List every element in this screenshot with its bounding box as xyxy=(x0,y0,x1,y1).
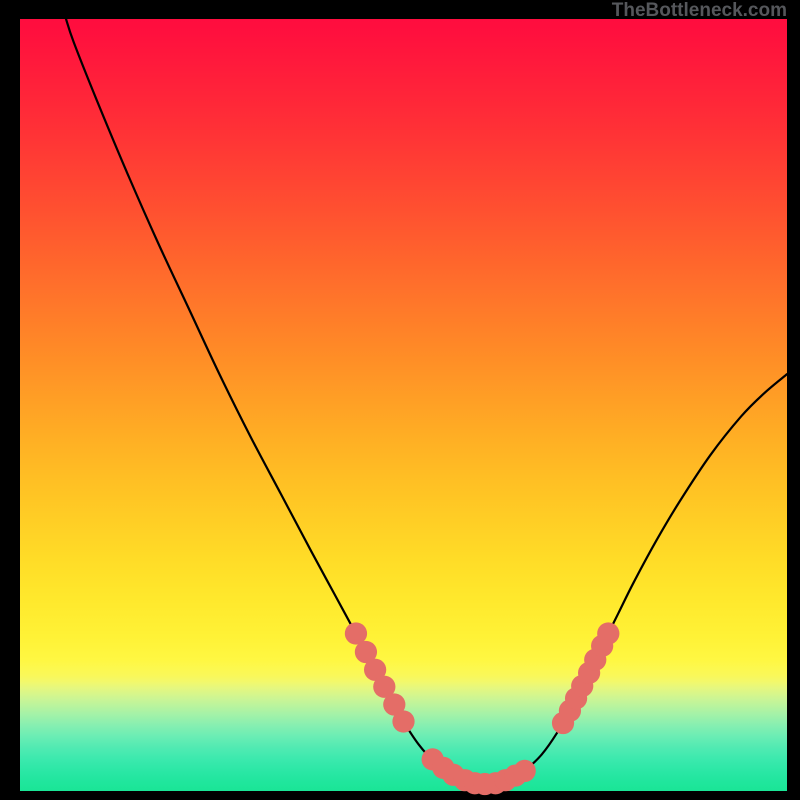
highlight-dots xyxy=(20,19,787,791)
bottleneck-chart: TheBottleneck.com xyxy=(0,0,800,800)
watermark-text: TheBottleneck.com xyxy=(612,0,787,22)
plot-area xyxy=(20,19,787,791)
